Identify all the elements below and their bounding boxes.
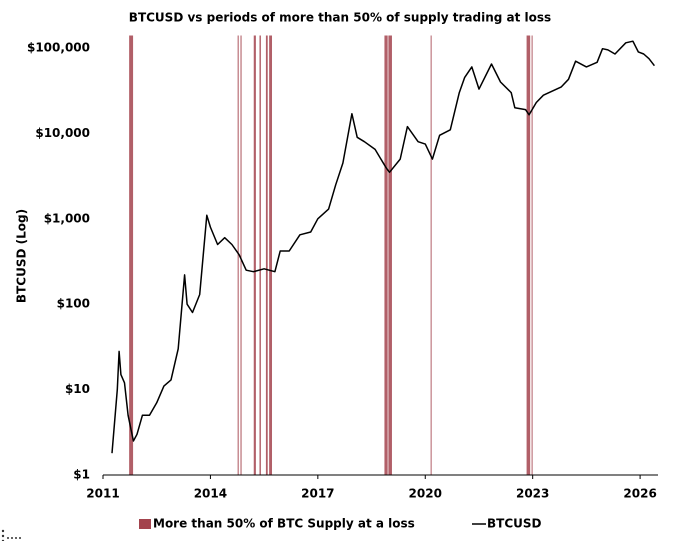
x-tick-label: 2026 xyxy=(623,487,656,501)
legend-swatch xyxy=(139,519,151,529)
logo xyxy=(1,529,21,541)
legend-label: More than 50% of BTC Supply at a loss xyxy=(153,517,415,531)
loss-period xyxy=(384,35,388,475)
y-tick-label: $100,000 xyxy=(27,40,90,54)
loss-period xyxy=(531,35,533,475)
loss-period xyxy=(240,35,242,475)
price-line xyxy=(111,40,655,454)
loss-period xyxy=(430,35,432,475)
chart-title: BTCUSD vs periods of more than 50% of su… xyxy=(129,11,551,25)
loss-period xyxy=(253,35,256,475)
x-tick-label: 2023 xyxy=(516,487,549,501)
x-tick-label: 2014 xyxy=(194,487,227,501)
x-tick-label: 2017 xyxy=(301,487,334,501)
y-tick-label: $1,000 xyxy=(44,211,90,225)
y-axis-label: BTCUSD (Log) xyxy=(15,209,29,303)
y-tick-label: $10,000 xyxy=(35,126,90,140)
loss-period xyxy=(259,35,261,475)
x-tick-label: 2011 xyxy=(86,487,119,501)
y-tick-label: $100 xyxy=(57,297,90,311)
x-tick-label: 2020 xyxy=(409,487,442,501)
loss-period xyxy=(129,35,134,475)
legend-label: BTCUSD xyxy=(487,517,542,531)
loss-period xyxy=(265,35,268,475)
loss-period xyxy=(388,35,392,475)
loss-period xyxy=(526,35,531,475)
y-tick-label: $10 xyxy=(65,382,90,396)
y-tick-label: $1 xyxy=(73,468,90,482)
loss-period xyxy=(237,35,239,475)
loss-period xyxy=(269,35,273,475)
